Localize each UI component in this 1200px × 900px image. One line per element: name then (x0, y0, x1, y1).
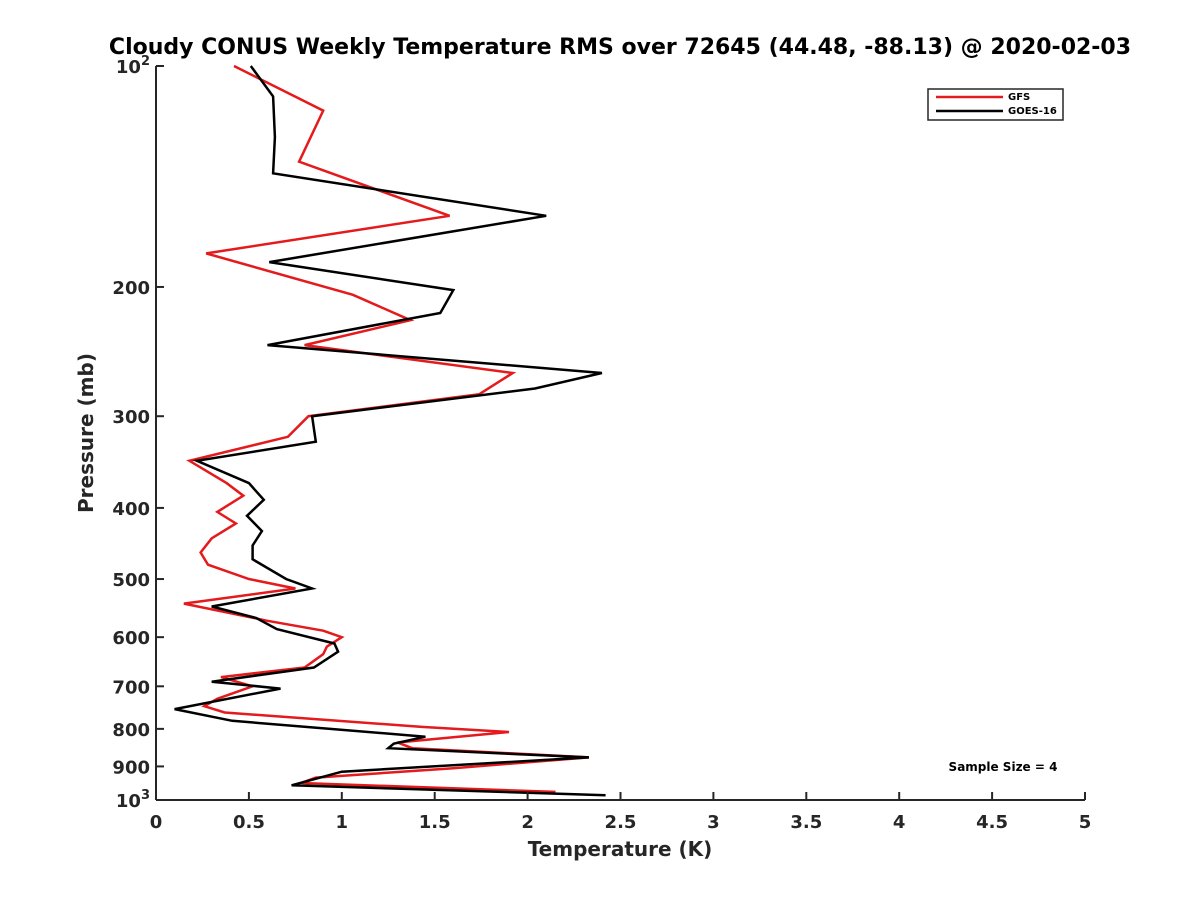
y-tick-label: 102 (116, 54, 150, 78)
x-tick-label: 2.5 (605, 812, 637, 833)
x-tick-label: 1.5 (419, 812, 451, 833)
legend-label-gfs: GFS (1008, 92, 1030, 103)
legend-box (927, 88, 1064, 121)
series-line-goes-16 (174, 65, 606, 797)
series-layer (174, 64, 606, 797)
x-axis-label: Temperature (K) (528, 837, 713, 861)
x-tick-label: 3.5 (790, 812, 822, 833)
sample-size-annotation: Sample Size = 4 (949, 760, 1058, 774)
x-ticks: 0 0.5 1 1.5 2 2.5 3 3.5 4 4.5 5 (150, 792, 1092, 833)
x-tick-label: 1 (336, 812, 349, 833)
x-tick-label: 3 (707, 812, 720, 833)
x-tick-label: 4.5 (976, 812, 1008, 833)
y-tick-label: 300 (112, 407, 150, 428)
y-tick-label: 600 (112, 628, 150, 649)
y-tick-label: 800 (112, 720, 150, 741)
legend-label-goes-16: GOES-16 (1008, 106, 1057, 117)
y-tick-label: 500 (112, 570, 150, 591)
y-ticks: 102 200 300 400 500 600 700 800 900 103 (112, 54, 164, 812)
legend: GFS GOES-16 (927, 88, 1064, 121)
x-tick-label: 2 (521, 812, 534, 833)
x-tick-label: 0.5 (233, 812, 265, 833)
y-tick-label: 700 (112, 677, 150, 698)
y-tick-label: 400 (112, 499, 150, 520)
y-tick-label: 103 (116, 788, 150, 812)
x-tick-label: 0 (150, 812, 163, 833)
y-tick-label: 200 (112, 278, 150, 299)
series-line-gfs (183, 64, 589, 794)
x-tick-label: 5 (1079, 812, 1092, 833)
y-axis-label: Pressure (mb) (74, 353, 98, 513)
x-tick-label: 4 (893, 812, 906, 833)
y-tick-label: 900 (112, 757, 150, 778)
chart-title: Cloudy CONUS Weekly Temperature RMS over… (109, 35, 1131, 60)
